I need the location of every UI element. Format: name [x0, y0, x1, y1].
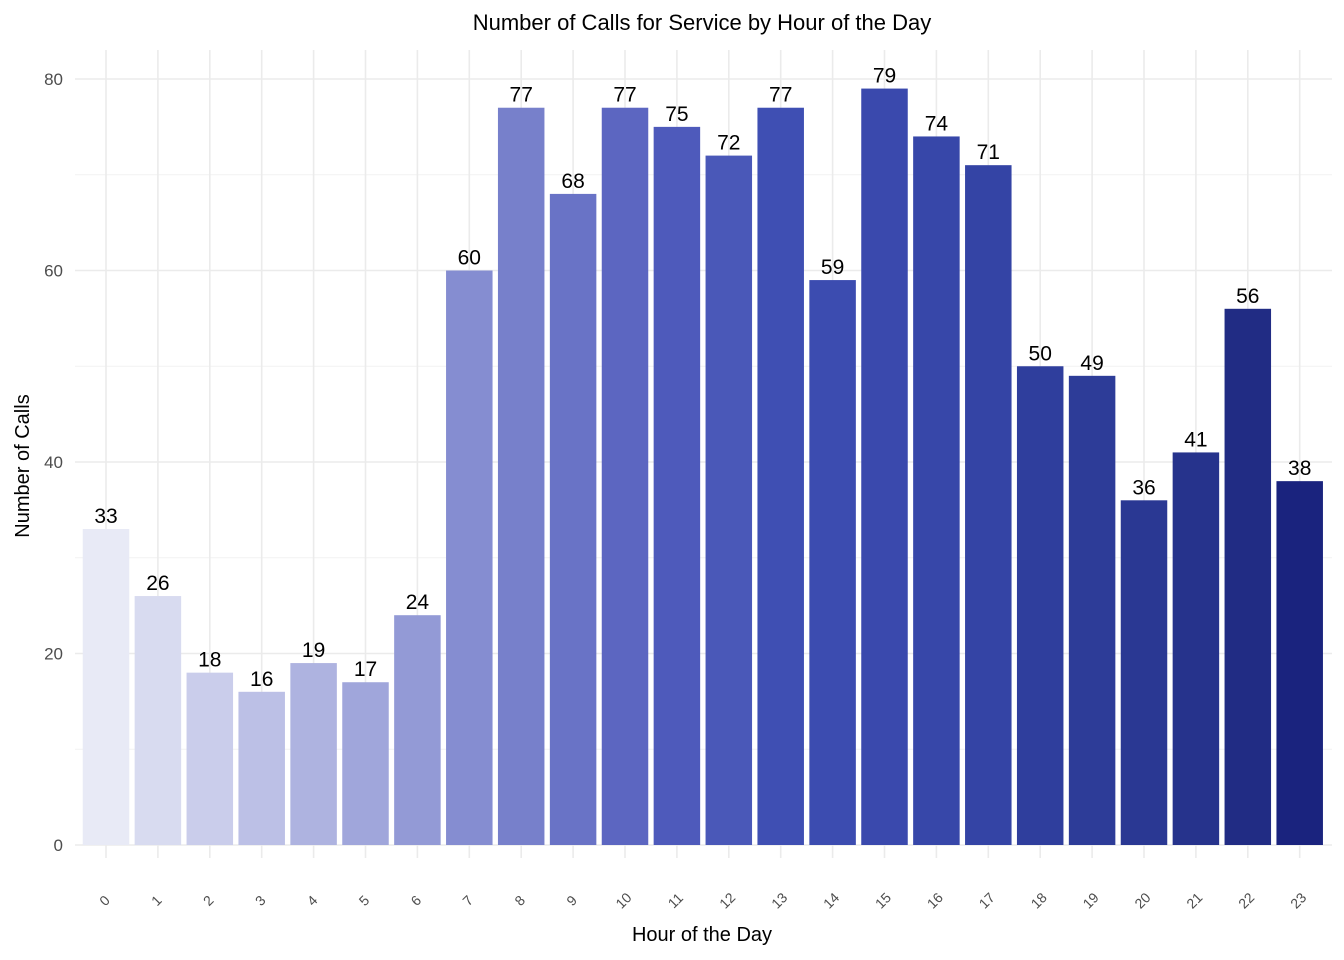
data-label: 56	[1236, 285, 1259, 308]
x-axis-title: Hour of the Day	[632, 924, 772, 946]
bar-hour-6	[394, 615, 441, 845]
x-tick-label: 3	[252, 892, 269, 909]
data-label: 59	[821, 256, 844, 279]
bar-hour-1	[134, 596, 182, 845]
data-labels: 33 26 18 16 19 17 24 60 77 68 77 75 72 77 59 79 74 71 50 49…	[94, 65, 1311, 691]
y-axis-ticks: 0 20 40 60 80	[44, 70, 63, 855]
bar-hour-11	[653, 126, 701, 845]
data-label: 26	[146, 572, 169, 595]
bar-hour-8	[497, 107, 545, 846]
x-tick-label: 19	[1079, 889, 1101, 911]
x-tick-label: 10	[612, 889, 634, 911]
bar-hour-12	[705, 155, 753, 846]
x-tick-label: 14	[820, 889, 842, 911]
y-tick-label: 20	[44, 645, 63, 664]
bar-hour-16	[913, 136, 960, 845]
x-tick-label: 15	[872, 889, 894, 911]
data-label: 77	[613, 84, 636, 107]
bar-hour-20	[1120, 500, 1168, 845]
data-label: 18	[198, 649, 221, 672]
bar-hour-3	[238, 691, 285, 845]
data-label: 68	[561, 170, 584, 193]
x-axis-ticks: 0 1 2 3 4 5 6 7 8 9 10 11 12 13 14 15 16 17 18 19 20 21 22 23	[96, 889, 1309, 911]
x-tick-label: 0	[96, 892, 113, 909]
x-tick-label: 12	[716, 889, 738, 911]
bar-hour-23	[1276, 481, 1323, 845]
data-label: 79	[873, 65, 896, 88]
x-tick-label: 7	[459, 892, 476, 909]
y-tick-label: 80	[44, 70, 63, 89]
x-tick-label: 11	[665, 890, 687, 912]
data-label: 38	[1288, 457, 1311, 480]
y-axis-title: Number of Calls	[12, 394, 34, 537]
data-label: 49	[1080, 352, 1103, 375]
data-label: 72	[717, 132, 740, 155]
data-label: 50	[1029, 342, 1052, 365]
x-tick-label: 2	[200, 892, 217, 909]
x-tick-label: 5	[356, 892, 373, 909]
x-tick-label: 17	[976, 889, 998, 911]
y-tick-label: 0	[54, 836, 63, 855]
bar-hour-7	[446, 270, 493, 845]
data-label: 77	[769, 84, 792, 107]
data-label: 74	[925, 112, 949, 135]
data-label: 71	[977, 141, 1000, 164]
data-label: 17	[354, 658, 377, 681]
bar-hour-15	[861, 88, 908, 845]
bar-hour-21	[1172, 452, 1220, 845]
bar-hour-9	[549, 193, 597, 845]
y-tick-label: 40	[44, 453, 63, 472]
bar-hour-14	[809, 280, 856, 845]
x-tick-label: 1	[148, 892, 165, 909]
data-label: 24	[406, 591, 430, 614]
x-tick-label: 20	[1131, 889, 1153, 911]
bar-hour-17	[965, 165, 1012, 846]
x-tick-label: 8	[511, 892, 528, 909]
x-tick-label: 22	[1235, 889, 1257, 911]
x-tick-label: 18	[1027, 889, 1049, 911]
bar-hour-18	[1016, 366, 1064, 845]
data-label: 16	[250, 668, 273, 691]
x-tick-label: 4	[304, 892, 321, 909]
bar-hour-22	[1224, 308, 1272, 845]
x-tick-label: 6	[407, 892, 424, 909]
bar-hour-19	[1068, 375, 1116, 845]
data-label: 19	[302, 639, 325, 662]
data-label: 36	[1132, 476, 1155, 499]
bar-hour-2	[186, 672, 234, 845]
bar-hour-4	[290, 663, 337, 845]
bar-hour-0	[82, 529, 130, 845]
data-label: 75	[665, 103, 688, 126]
data-label: 33	[94, 505, 117, 528]
x-tick-label: 13	[768, 889, 790, 911]
bar-hour-10	[601, 107, 649, 846]
x-tick-label: 23	[1287, 889, 1309, 911]
data-label: 41	[1184, 428, 1207, 451]
data-label: 60	[458, 247, 481, 270]
bar-hour-5	[342, 682, 389, 845]
bar-hour-13	[757, 107, 804, 846]
x-tick-label: 21	[1183, 889, 1205, 911]
x-tick-label: 9	[563, 892, 580, 909]
y-tick-label: 60	[44, 262, 63, 281]
chart-title: Number of Calls for Service by Hour of t…	[473, 10, 932, 35]
data-label: 77	[510, 84, 533, 107]
bars	[82, 88, 1323, 846]
x-tick-label: 16	[924, 889, 946, 911]
